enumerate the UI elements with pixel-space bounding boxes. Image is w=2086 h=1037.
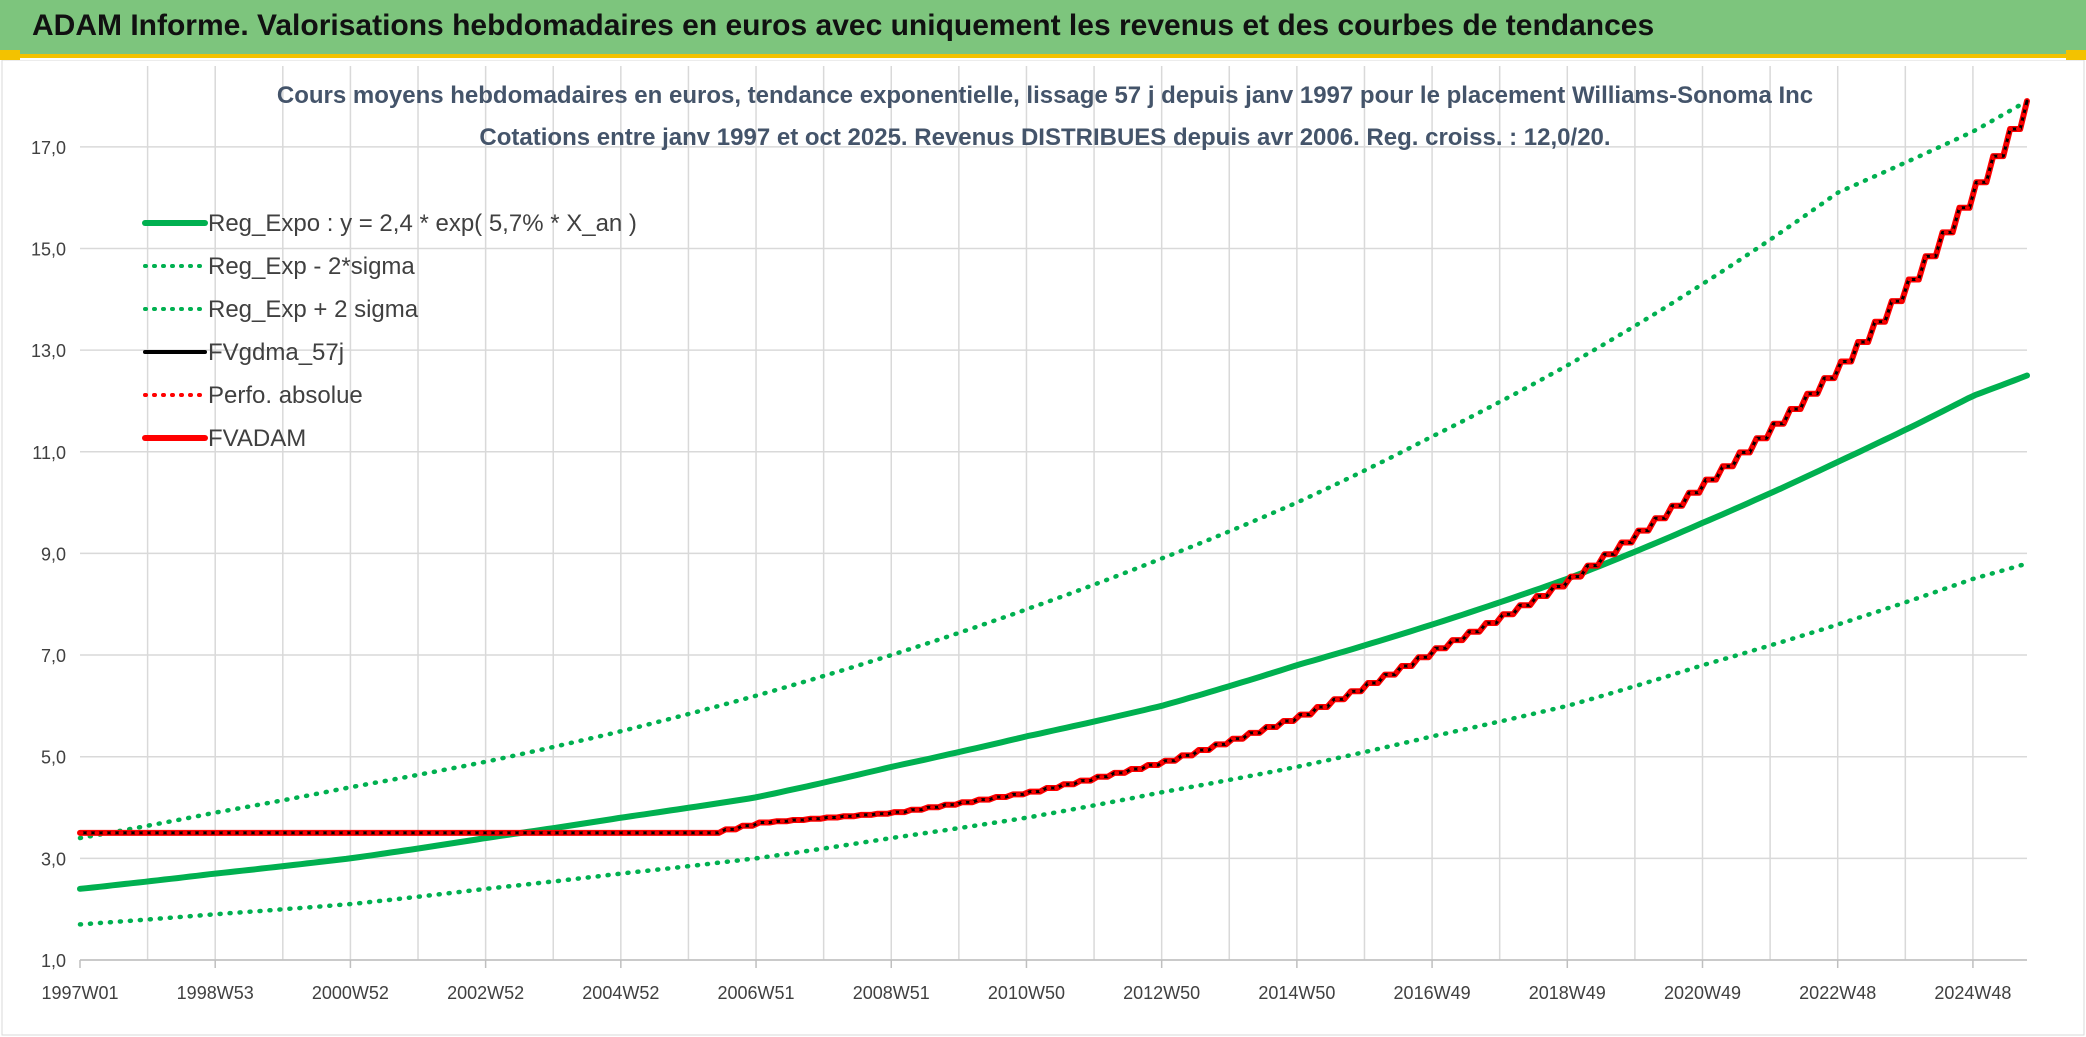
y-tick-label: 3,0 bbox=[41, 849, 66, 869]
x-tick-label: 2012W50 bbox=[1123, 983, 1200, 1003]
x-tick-label: 2006W51 bbox=[718, 983, 795, 1003]
y-tick-label: 13,0 bbox=[31, 341, 66, 361]
x-tick-label: 2010W50 bbox=[988, 983, 1065, 1003]
corner-accent-right bbox=[2066, 50, 2086, 60]
corner-accent-left bbox=[0, 50, 20, 60]
legend-label: Reg_Exp - 2*sigma bbox=[208, 253, 415, 280]
x-tick-label: 2014W50 bbox=[1258, 983, 1335, 1003]
x-tick-label: 2004W52 bbox=[582, 983, 659, 1003]
y-tick-label: 7,0 bbox=[41, 646, 66, 666]
x-tick-label: 2022W48 bbox=[1799, 983, 1876, 1003]
report-header: ADAM Informe. Valorisations hebdomadaire… bbox=[0, 0, 2086, 58]
x-tick-label: 2000W52 bbox=[312, 983, 389, 1003]
x-tick-label: 2024W48 bbox=[1934, 983, 2011, 1003]
series-perfo-absolue bbox=[78, 99, 2029, 835]
report-title: ADAM Informe. Valorisations hebdomadaire… bbox=[32, 9, 1655, 42]
legend-label: Perfo. absolue bbox=[208, 382, 363, 409]
x-tick-label: 1998W53 bbox=[177, 983, 254, 1003]
y-tick-label: 15,0 bbox=[31, 239, 66, 259]
legend: Reg_Expo : y = 2,4 * exp( 5,7% * X_an ) R… bbox=[142, 210, 637, 452]
series-reg-minus-2sigma bbox=[77, 561, 2030, 927]
x-tick-label: 1997W01 bbox=[41, 983, 118, 1003]
legend-label: FVgdma_57j bbox=[208, 339, 344, 366]
x-tick-label: 2008W51 bbox=[853, 983, 930, 1003]
legend-label: FVADAM bbox=[208, 425, 306, 452]
y-tick-label: 17,0 bbox=[31, 138, 66, 158]
series-reg-plus-2sigma bbox=[77, 98, 2030, 841]
chart-title-line2: Cotations entre janv 1997 et oct 2025. R… bbox=[479, 124, 1610, 151]
line-chart: 1,0 3,0 5,0 7,0 9,0 11,0 13,0 15,0 17,0 1997W01 19… bbox=[1, 60, 2085, 1036]
x-tick-label: 2018W49 bbox=[1529, 983, 1606, 1003]
grid-layer bbox=[80, 66, 2027, 961]
x-tick-label: 2020W49 bbox=[1664, 983, 1741, 1003]
legend-label: Reg_Exp + 2 sigma bbox=[208, 296, 419, 323]
x-tick-label: 2016W49 bbox=[1394, 983, 1471, 1003]
x-tick-label: 2002W52 bbox=[447, 983, 524, 1003]
chart-title-line1: Cours moyens hebdomadaires en euros, ten… bbox=[277, 82, 1813, 109]
y-tick-label: 5,0 bbox=[41, 748, 66, 768]
axis-layer: 1,0 3,0 5,0 7,0 9,0 11,0 13,0 15,0 17,0 1997W01 19… bbox=[31, 138, 2027, 1003]
series-reg-expo bbox=[77, 372, 2030, 892]
y-tick-label: 9,0 bbox=[41, 544, 66, 564]
series-layer bbox=[77, 98, 2030, 927]
chart-frame bbox=[1, 60, 2085, 1036]
y-tick-label: 1,0 bbox=[41, 951, 66, 971]
y-tick-label: 11,0 bbox=[32, 443, 66, 463]
legend-label: Reg_Expo : y = 2,4 * exp( 5,7% * X_an ) bbox=[208, 210, 637, 237]
